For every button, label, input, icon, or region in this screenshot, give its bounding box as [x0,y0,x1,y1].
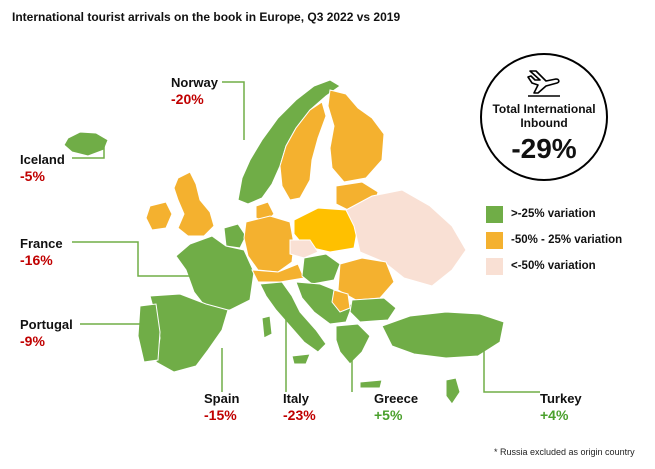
legend-swatch-peach [486,257,503,275]
leader-turkey [483,350,540,393]
region-crete [359,379,383,389]
label-italy: Italy -23% [283,391,316,423]
leader-iceland [72,146,105,159]
country-value-portugal: -9% [20,332,45,349]
legend-label-orange: -50% - 25% variation [511,234,623,246]
country-name-portugal: Portugal [20,317,73,332]
country-value-greece: +5% [374,406,403,423]
region-sweden [279,101,327,201]
leader-france [72,241,192,277]
map-title: International tourist arrivals on the bo… [12,10,401,24]
region-czechia [289,239,319,259]
legend-item-peach: <-50% variation [486,253,622,279]
region-finland [327,89,385,183]
country-value-spain: -15% [204,406,237,423]
region-benelux [223,223,247,249]
region-turkey [381,311,505,359]
country-value-france: -16% [20,251,53,268]
label-portugal: Portugal -9% [20,317,73,349]
region-uk [173,171,215,237]
country-value-italy: -23% [283,406,316,423]
total-inbound-circle: Total International Inbound -29% [480,53,608,181]
country-name-france: France [20,236,63,251]
leader-norway [222,81,245,140]
region-hungary [301,253,341,285]
label-norway: Norway -20% [171,75,218,107]
country-name-spain: Spain [204,391,240,406]
region-eastern-europe [345,189,467,287]
region-germany [243,215,295,273]
label-spain: Spain -15% [204,391,240,423]
country-name-italy: Italy [283,391,310,406]
legend-swatch-green [486,205,503,223]
legend-label-peach: <-50% variation [511,260,596,272]
legend-swatch-orange [486,231,503,249]
region-greece [335,323,371,365]
label-france: France -16% [20,236,63,268]
total-label-line2: Inbound [520,115,568,130]
label-iceland: Iceland -5% [20,152,65,184]
region-italy [259,281,327,353]
country-name-turkey: Turkey [540,391,582,406]
legend-item-orange: -50% - 25% variation [486,227,622,253]
legend: >-25% variation -50% - 25% variation <-5… [486,201,622,279]
region-ireland [145,201,173,231]
region-portugal [137,303,161,363]
total-label: Total International Inbound [482,102,606,131]
label-turkey: Turkey +4% [540,391,582,423]
footnote: * Russia excluded as origin country [494,447,635,457]
country-value-turkey: +4% [540,406,569,423]
region-sardinia [261,315,273,339]
legend-item-green: >-25% variation [486,201,622,227]
airplane-arrival-icon [527,70,560,97]
country-value-norway: -20% [171,90,204,107]
country-name-norway: Norway [171,75,218,90]
region-sicily [291,353,311,365]
total-value: -29% [511,133,577,164]
label-greece: Greece +5% [374,391,419,423]
region-cyprus [445,377,461,405]
total-label-line1: Total International [492,102,596,116]
country-name-iceland: Iceland [20,152,65,167]
legend-label-green: >-25% variation [511,208,596,220]
region-france [175,235,255,311]
country-name-greece: Greece [374,391,419,406]
country-value-iceland: -5% [20,167,45,184]
region-bulgaria [349,297,397,323]
region-serbia [331,289,351,313]
region-iceland [63,131,109,157]
